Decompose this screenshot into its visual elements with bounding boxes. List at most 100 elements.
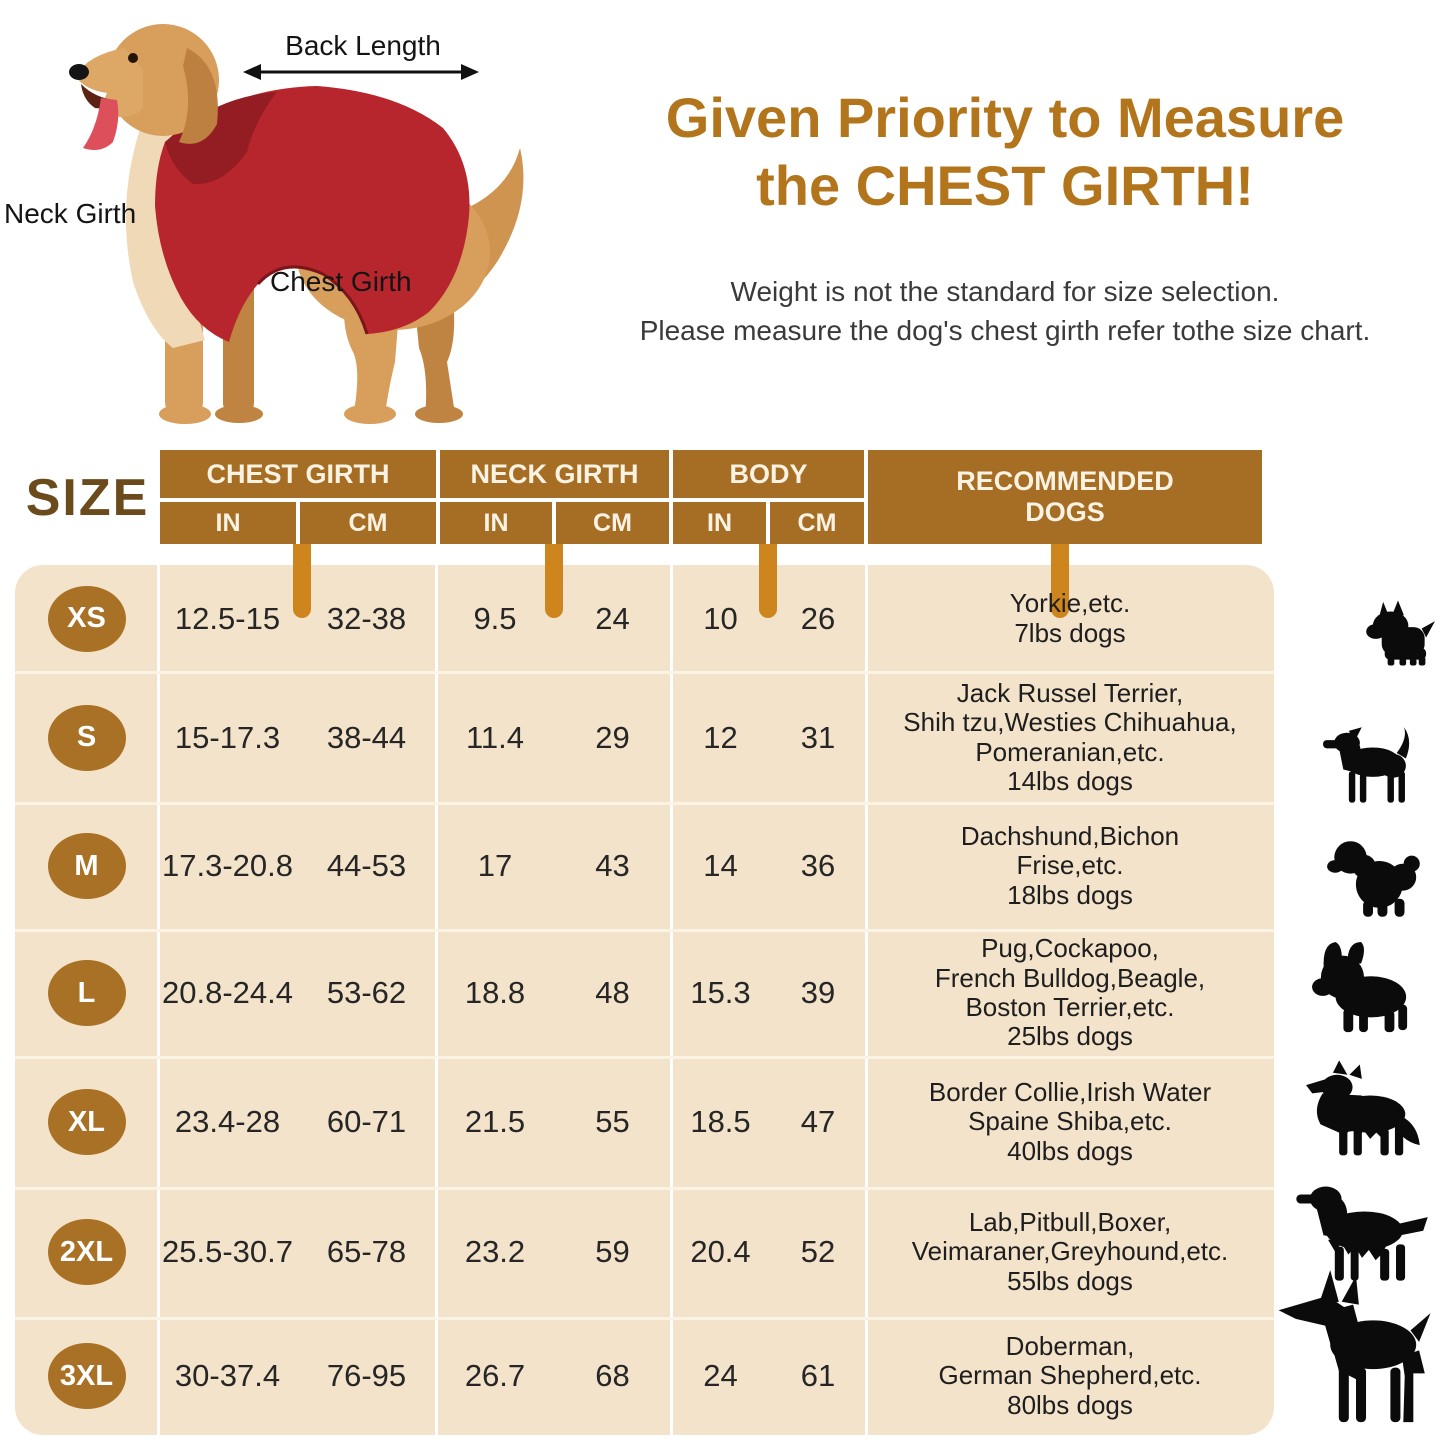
neck-girth-in-value: 18.8 bbox=[464, 975, 526, 1010]
neck-girth-cm-value: 68 bbox=[595, 1358, 630, 1393]
body-cm-value: 47 bbox=[800, 1104, 836, 1139]
neck-girth-cm-value: 43 bbox=[595, 848, 630, 883]
table-row-xs: XS 12.5-15 32-38 9.5 24 10 26 Yorkie,etc… bbox=[15, 565, 1274, 672]
neck-girth-cm-value: 24 bbox=[595, 600, 630, 636]
neck-girth-cm-value: 59 bbox=[595, 1234, 630, 1269]
neck-cm-header: CM bbox=[556, 502, 669, 544]
recommended-dogs-text: Pug,Cockapoo, French Bulldog,Beagle, Bos… bbox=[934, 933, 1206, 1052]
column-divider bbox=[865, 565, 868, 1435]
neck-girth-cm-value: 55 bbox=[595, 1104, 630, 1139]
row-divider bbox=[15, 671, 1274, 674]
table-row-3xl: 3XL 30-37.4 76-95 26.7 68 24 61 Doberman… bbox=[15, 1317, 1274, 1435]
row-divider bbox=[15, 929, 1274, 932]
recommended-dogs-text: Jack Russel Terrier, Shih tzu,Westies Ch… bbox=[903, 677, 1237, 796]
chest-girth-in-value: 30-37.4 bbox=[174, 1358, 281, 1393]
chest-girth-in-value: 23.4-28 bbox=[174, 1104, 281, 1139]
body-in-value: 24 bbox=[703, 1358, 738, 1393]
row-divider bbox=[15, 1056, 1274, 1059]
size-badge-xs: XS bbox=[47, 585, 126, 652]
column-divider bbox=[157, 565, 160, 1435]
size-badge-2xl: 2XL bbox=[47, 1219, 126, 1285]
page-title-line1: Given Priority to Measure bbox=[665, 86, 1345, 149]
chest-girth-cm-value: 76-95 bbox=[326, 1358, 407, 1393]
yorkie-silhouette-icon bbox=[1358, 596, 1438, 670]
table-row-xl: XL 23.4-28 60-71 21.5 55 18.5 47 Border … bbox=[15, 1057, 1274, 1187]
header-pointer-tab bbox=[545, 544, 563, 618]
body-cm-value: 39 bbox=[800, 975, 836, 1010]
chest-girth-cm-value: 60-71 bbox=[326, 1104, 407, 1139]
page-subtitle-line1: Weight is not the standard for size sele… bbox=[730, 276, 1280, 307]
bichon-frise-silhouette-icon bbox=[1316, 834, 1430, 924]
chest-girth-in-value: 20.8-24.4 bbox=[162, 975, 293, 1010]
body-in-value: 14 bbox=[703, 848, 738, 883]
chest-in-header: IN bbox=[160, 502, 296, 544]
neck-girth-in-value: 21.5 bbox=[464, 1104, 526, 1139]
body-in-header: IN bbox=[673, 502, 766, 544]
size-column-title: SIZE bbox=[25, 469, 150, 527]
chest-girth-in-value: 15-17.3 bbox=[174, 719, 281, 755]
chest-girth-header: CHEST GIRTH bbox=[160, 450, 436, 498]
body-header: BODY bbox=[673, 450, 864, 498]
body-in-value: 15.3 bbox=[690, 975, 751, 1010]
neck-girth-cm-value: 29 bbox=[595, 719, 630, 755]
neck-in-header: IN bbox=[440, 502, 552, 544]
chest-girth-cm-value: 53-62 bbox=[326, 975, 407, 1010]
neck-girth-header: NECK GIRTH bbox=[440, 450, 669, 498]
chest-girth-label: Chest Girth bbox=[270, 266, 412, 297]
size-badge-s: S bbox=[47, 704, 126, 771]
doberman-silhouette-icon bbox=[1270, 1268, 1442, 1430]
page-title-line2: the CHEST GIRTH! bbox=[756, 154, 1254, 217]
french-bulldog-silhouette-icon bbox=[1302, 940, 1426, 1038]
body-in-value: 20.4 bbox=[690, 1234, 751, 1269]
dog-photo-illustration bbox=[69, 24, 524, 424]
page-subtitle: Weight is not the standard for size sele… bbox=[565, 272, 1445, 350]
neck-girth-label: Neck Girth bbox=[4, 198, 137, 229]
border-collie-silhouette-icon bbox=[1304, 1058, 1428, 1166]
body-cm-value: 61 bbox=[800, 1358, 836, 1393]
spaniel-silhouette-icon bbox=[1294, 1176, 1430, 1290]
chest-girth-cm-value: 65-78 bbox=[326, 1234, 407, 1269]
neck-girth-cm-value: 48 bbox=[595, 975, 630, 1010]
chest-cm-header: CM bbox=[300, 502, 436, 544]
body-cm-value: 52 bbox=[800, 1234, 836, 1269]
header-pointer-tab bbox=[759, 544, 777, 618]
page-title: Given Priority to Measure the CHEST GIRT… bbox=[565, 84, 1445, 220]
recommended-dogs-header: RECOMMENDED DOGS bbox=[868, 450, 1262, 544]
neck-girth-in-value: 9.5 bbox=[473, 600, 517, 636]
size-chart-table bbox=[15, 565, 1274, 1435]
table-row-m: M 17.3-20.8 44-53 17 43 14 36 Dachshund,… bbox=[15, 803, 1274, 929]
header-pointer-tab bbox=[1051, 544, 1069, 618]
chest-girth-in-value: 25.5-30.7 bbox=[162, 1234, 293, 1269]
header-pointer-tab bbox=[293, 544, 311, 618]
body-cm-value: 26 bbox=[800, 600, 836, 636]
neck-girth-in-value: 11.4 bbox=[465, 719, 525, 755]
body-in-value: 12 bbox=[703, 719, 738, 755]
size-badge-xl: XL bbox=[47, 1089, 126, 1155]
chest-girth-in-value: 12.5-15 bbox=[174, 600, 281, 636]
page-subtitle-line2: Please measure the dog's chest girth ref… bbox=[639, 315, 1371, 346]
jack-russell-silhouette-icon bbox=[1312, 718, 1428, 810]
table-row-s: S 15-17.3 38-44 11.4 29 12 31 Jack Russe… bbox=[15, 672, 1274, 803]
size-badge-3xl: 3XL bbox=[47, 1343, 126, 1409]
chest-girth-in-value: 17.3-20.8 bbox=[162, 848, 293, 883]
back-length-label: Back Length bbox=[285, 30, 441, 61]
row-divider bbox=[15, 1317, 1274, 1320]
neck-girth-in-value: 26.7 bbox=[464, 1358, 526, 1393]
row-divider bbox=[15, 1187, 1274, 1190]
chest-girth-cm-value: 32-38 bbox=[326, 600, 407, 636]
recommended-dogs-text: Yorkie,etc. 7lbs dogs bbox=[1009, 588, 1131, 648]
recommended-dogs-text: Dachshund,Bichon Frise,etc. 18lbs dogs bbox=[960, 820, 1180, 910]
recommended-dogs-text: Lab,Pitbull,Boxer, Veimaraner,Greyhound,… bbox=[911, 1206, 1229, 1296]
body-in-value: 10 bbox=[703, 600, 738, 636]
neck-girth-in-value: 17 bbox=[477, 848, 513, 883]
column-divider bbox=[435, 565, 438, 1435]
recommended-dogs-text: Border Collie,Irish Water Spaine Shiba,e… bbox=[928, 1076, 1212, 1166]
table-row-l: L 20.8-24.4 53-62 18.8 48 15.3 39 Pug,Co… bbox=[15, 930, 1274, 1056]
chest-girth-cm-value: 38-44 bbox=[326, 719, 407, 755]
body-in-value: 18.5 bbox=[690, 1104, 751, 1139]
body-cm-value: 31 bbox=[800, 719, 836, 755]
body-cm-header: CM bbox=[770, 502, 864, 544]
size-badge-m: M bbox=[47, 833, 126, 899]
row-divider bbox=[15, 802, 1274, 805]
